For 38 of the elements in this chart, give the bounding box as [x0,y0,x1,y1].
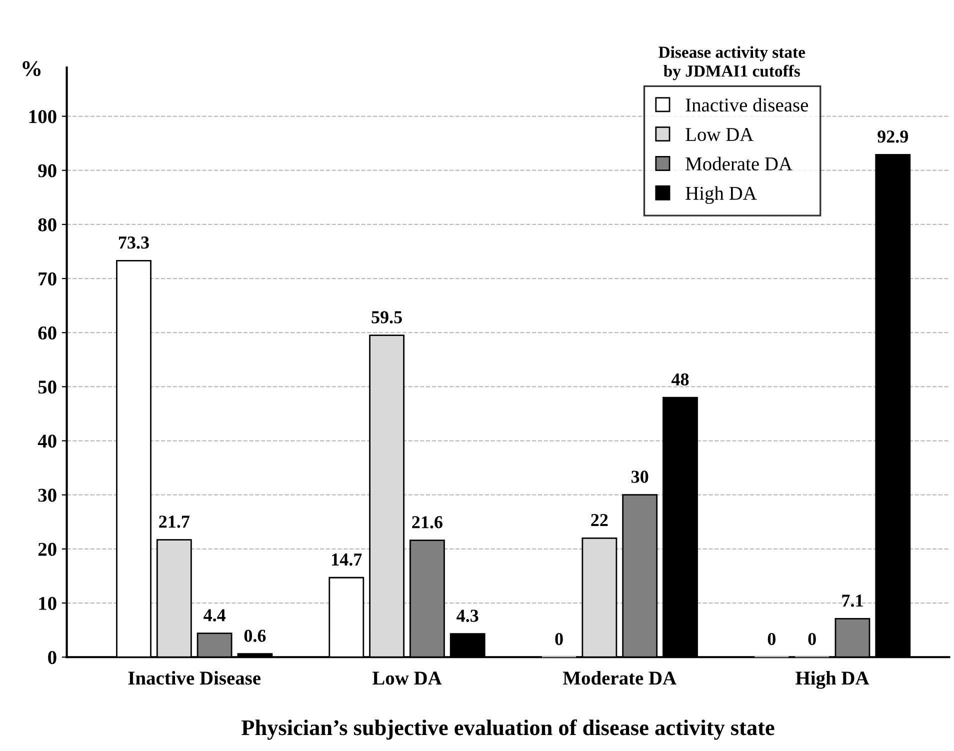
data-label: 73.3 [118,236,149,249]
data-label: 4.3 [456,610,478,622]
y-tick-label: 10 [39,596,56,610]
data-label: 0.6 [244,630,266,642]
data-label: 0 [808,632,816,646]
legend-title: Disease activity state by JDMAI1 cutoffs [658,46,806,80]
data-label: 0 [768,632,776,646]
data-label: 14.7 [332,554,362,566]
x-tick-label: High DA [796,671,870,689]
legend-label: Inactive disease [686,98,808,112]
legend-label: Low DA [686,128,754,142]
data-label: 92.9 [878,130,908,143]
x-tick-label: Low DA [372,672,442,685]
data-label: 21.7 [159,516,190,528]
x-tick-label: Inactive Disease [128,671,261,685]
y-axis-title: % [22,61,41,76]
x-tick-label: Moderate DA [563,671,676,685]
data-label: 4.4 [204,609,226,622]
y-tick-label: 0 [48,650,56,664]
data-label: 21.6 [412,516,442,528]
data-label: 22 [591,514,608,526]
data-label: 7.1 [842,594,863,607]
y-tick-label: 60 [38,326,56,340]
data-label: 48 [671,373,689,386]
y-tick-label: 40 [38,434,56,448]
y-tick-label: 70 [38,272,56,286]
x-axis-title: Physician’s subjective evaluation of disease activity state [242,719,774,740]
y-tick-label: 30 [38,488,56,502]
y-tick-label: 80 [38,218,56,232]
y-tick-label: 20 [38,542,56,556]
legend-label: Moderate DA [686,156,792,170]
y-tick-label: 50 [38,380,56,394]
legend-label: High DA [686,186,757,204]
y-tick-label: 90 [38,164,56,178]
data-label: 59.5 [372,311,402,324]
data-label: 30 [631,470,648,483]
data-label: 0 [555,632,563,646]
y-tick-label: 100 [29,110,56,124]
